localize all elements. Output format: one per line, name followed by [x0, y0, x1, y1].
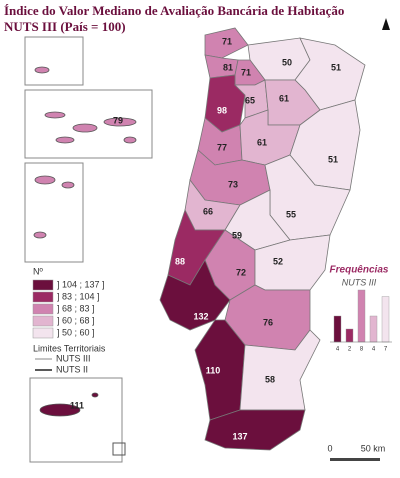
- inset-box: [24, 36, 84, 86]
- island: [72, 123, 98, 133]
- north-arrow: [382, 18, 390, 30]
- region-value: 55: [286, 209, 296, 219]
- freq-bar: [345, 328, 354, 343]
- region-value: 61: [257, 137, 267, 147]
- region-value: 110: [206, 365, 221, 375]
- region-value: 58: [265, 374, 275, 384]
- legend-label: ] 60 ; 68 ]: [57, 315, 95, 325]
- region-value: 79: [113, 115, 123, 125]
- region-value: 51: [331, 62, 341, 72]
- region-value: 88: [175, 256, 185, 266]
- title-line: NUTS III (País = 100): [4, 19, 126, 34]
- island: [123, 136, 137, 144]
- region-value: 137: [232, 431, 247, 441]
- freq-label: 7: [384, 347, 388, 353]
- scale-label: 0: [327, 443, 332, 453]
- region-value: 72: [236, 267, 246, 277]
- region-value: 111: [70, 400, 84, 410]
- freq-bar: [333, 315, 342, 343]
- legend-title: Nº: [33, 266, 43, 276]
- title-line: Índice do Valor Mediano de Avaliação Ban…: [4, 3, 344, 18]
- freq-title: Frequências: [330, 265, 389, 276]
- region-value: 81: [223, 62, 233, 72]
- region: [159, 259, 231, 331]
- region: [204, 54, 239, 79]
- legend-swatch: [32, 327, 54, 339]
- region-value: 98: [217, 105, 227, 115]
- legend-label: NUTS II: [56, 364, 88, 374]
- legend-swatch: [32, 279, 54, 291]
- region-value: 65: [245, 95, 255, 105]
- island: [39, 403, 81, 417]
- region: [204, 409, 306, 451]
- legend-swatch: [32, 291, 54, 303]
- region-value: 71: [222, 36, 232, 46]
- freq-label: 4: [372, 347, 376, 353]
- island: [55, 136, 75, 144]
- scale-bar: [330, 458, 380, 461]
- legend-swatch: [32, 315, 54, 327]
- region-value: 73: [228, 179, 238, 189]
- legend-label: ] 83 ; 104 ]: [57, 291, 100, 301]
- island: [61, 181, 75, 189]
- legend-label: NUTS III: [56, 353, 91, 363]
- legend-label: ] 104 ; 137 ]: [57, 279, 105, 289]
- region-value: 76: [263, 317, 273, 327]
- island: [91, 392, 99, 398]
- freq-label: 4: [336, 347, 340, 353]
- freq-subtitle: NUTS III: [342, 277, 377, 287]
- island: [103, 117, 137, 127]
- region-value: 66: [203, 206, 213, 216]
- legend-label: ] 50 ; 60 ]: [57, 327, 95, 337]
- region-value: 59: [232, 230, 242, 240]
- island: [33, 231, 47, 239]
- region-value: 61: [279, 93, 289, 103]
- freq-label: 8: [360, 347, 364, 353]
- inset-box: [112, 442, 126, 456]
- legend-title: Limites Territoriais: [33, 343, 106, 353]
- island: [44, 111, 66, 119]
- scale-label: 50 km: [361, 443, 386, 453]
- freq-bar: [369, 315, 378, 343]
- region-value: 71: [241, 67, 251, 77]
- island: [34, 175, 56, 185]
- region-value: 77: [217, 142, 227, 152]
- region: [204, 27, 249, 59]
- region-value: 132: [193, 311, 208, 321]
- legend-label: ] 68 ; 83 ]: [57, 303, 95, 313]
- region-value: 52: [273, 256, 283, 266]
- inset-box: [29, 377, 123, 463]
- freq-bar: [381, 296, 390, 343]
- freq-label: 2: [348, 347, 352, 353]
- freq-bar: [357, 289, 366, 343]
- region-value: 51: [328, 154, 338, 164]
- region-value: 50: [282, 57, 292, 67]
- legend-swatch: [32, 303, 54, 315]
- island: [34, 66, 50, 74]
